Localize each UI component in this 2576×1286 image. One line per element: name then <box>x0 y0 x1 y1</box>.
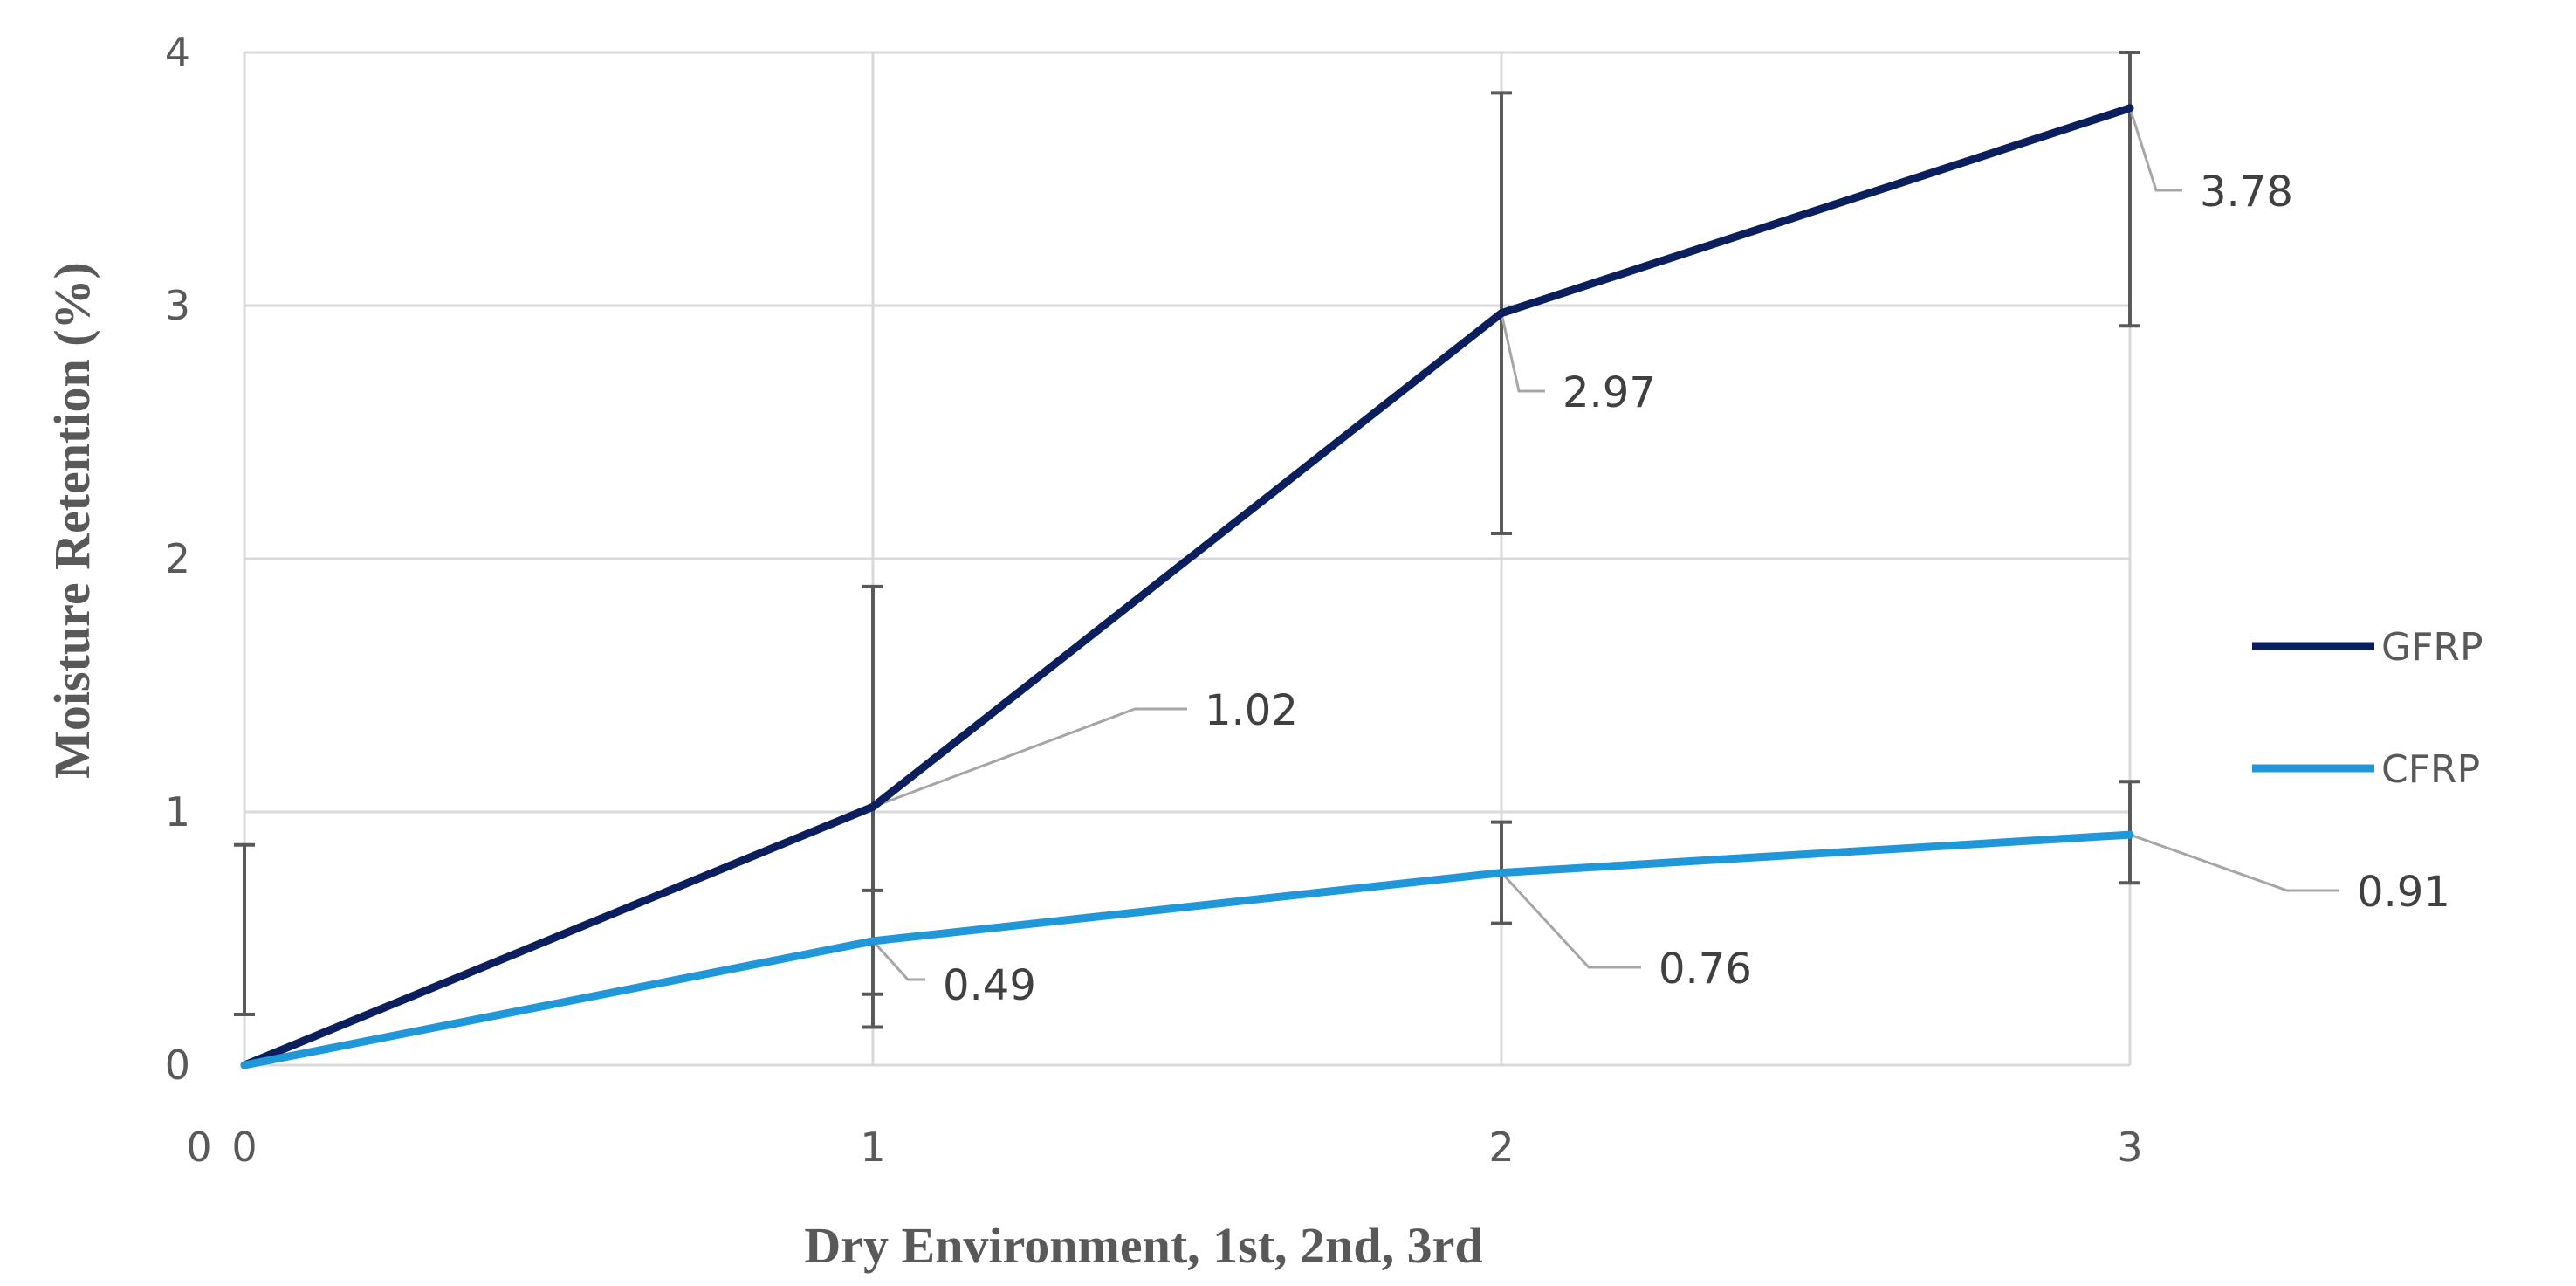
y-tick-label: 0 <box>165 1042 190 1089</box>
x-axis-title: Dry Environment, 1st, 2nd, 3rd <box>804 1217 1482 1274</box>
leader-line <box>1500 313 1545 393</box>
data-label-gfrp: 3.78 <box>2200 168 2293 217</box>
leader-line <box>1500 871 1641 969</box>
y-tick-label: 3 <box>165 282 190 329</box>
y-tick-label: 1 <box>165 788 190 836</box>
error-bar <box>862 888 883 1029</box>
leader-line <box>2128 107 2182 192</box>
data-labels: 1.02 2.97 3.78 0.49 0.76 0.91 <box>943 168 2450 1010</box>
leader-line <box>872 707 1187 808</box>
x-tick-label: 0 <box>231 1124 257 1171</box>
leader-line <box>2129 833 2339 892</box>
leader-line <box>871 939 925 981</box>
x-tick-label: 2 <box>1488 1124 1514 1171</box>
x-tick-label: 3 <box>2117 1124 2142 1171</box>
x-origin-overlap-label: 0 <box>186 1124 211 1171</box>
y-tick-label: 2 <box>165 535 190 582</box>
legend-label-gfrp: GFRP <box>2381 625 2483 670</box>
data-label-cfrp: 0.76 <box>1659 945 1752 994</box>
data-label-cfrp: 0.49 <box>943 961 1036 1010</box>
tick-labels: 0 1 2 3 4 0 1 2 3 0 <box>165 29 2143 1171</box>
legend: GFRP CFRP <box>2252 625 2483 792</box>
x-tick-label: 1 <box>860 1124 885 1171</box>
legend-label-cfrp: CFRP <box>2381 747 2480 792</box>
series-lines <box>240 104 2134 1069</box>
error-bar <box>2119 51 2140 328</box>
y-axis-title: Moisture Retention (%) <box>44 262 100 779</box>
data-label-gfrp: 1.02 <box>1205 686 1298 735</box>
data-label-cfrp: 0.91 <box>2357 868 2450 917</box>
data-label-gfrp: 2.97 <box>1563 368 1656 417</box>
label-leader-lines <box>871 107 2339 981</box>
series-line-gfrp <box>240 104 2134 1069</box>
error-bar <box>234 842 255 1016</box>
series-line-cfrp <box>240 830 2134 1069</box>
y-tick-label: 4 <box>165 29 190 76</box>
